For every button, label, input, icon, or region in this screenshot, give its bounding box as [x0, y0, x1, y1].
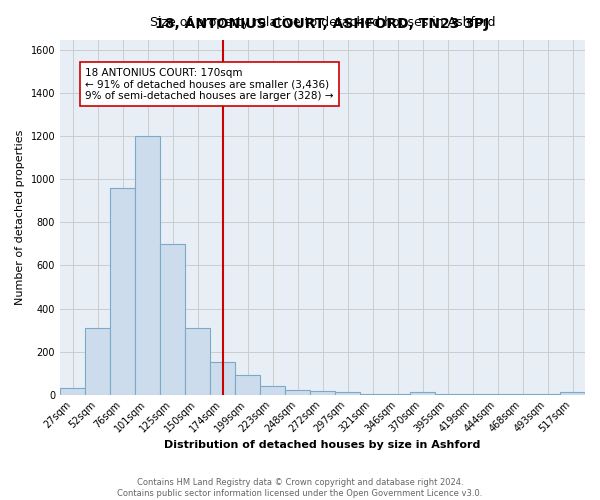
Y-axis label: Number of detached properties: Number of detached properties — [15, 130, 25, 305]
Bar — [60, 388, 85, 394]
Bar — [85, 328, 110, 394]
Title: 18, ANTONIUS COURT, ASHFORD, TN23 3PJ: 18, ANTONIUS COURT, ASHFORD, TN23 3PJ — [155, 18, 490, 32]
Bar — [110, 188, 135, 394]
Bar — [560, 392, 585, 394]
Bar — [160, 244, 185, 394]
Bar — [210, 362, 235, 394]
Bar — [235, 375, 260, 394]
X-axis label: Distribution of detached houses by size in Ashford: Distribution of detached houses by size … — [164, 440, 481, 450]
Text: Contains HM Land Registry data © Crown copyright and database right 2024.
Contai: Contains HM Land Registry data © Crown c… — [118, 478, 482, 498]
Bar — [335, 392, 360, 394]
Bar — [135, 136, 160, 394]
Bar — [310, 392, 335, 394]
Bar — [260, 386, 285, 394]
Bar — [410, 392, 435, 394]
Bar — [285, 390, 310, 394]
Text: 18 ANTONIUS COURT: 170sqm
← 91% of detached houses are smaller (3,436)
9% of sem: 18 ANTONIUS COURT: 170sqm ← 91% of detac… — [85, 68, 334, 100]
Bar — [185, 328, 210, 394]
Text: Size of property relative to detached houses in Ashford: Size of property relative to detached ho… — [150, 16, 495, 29]
